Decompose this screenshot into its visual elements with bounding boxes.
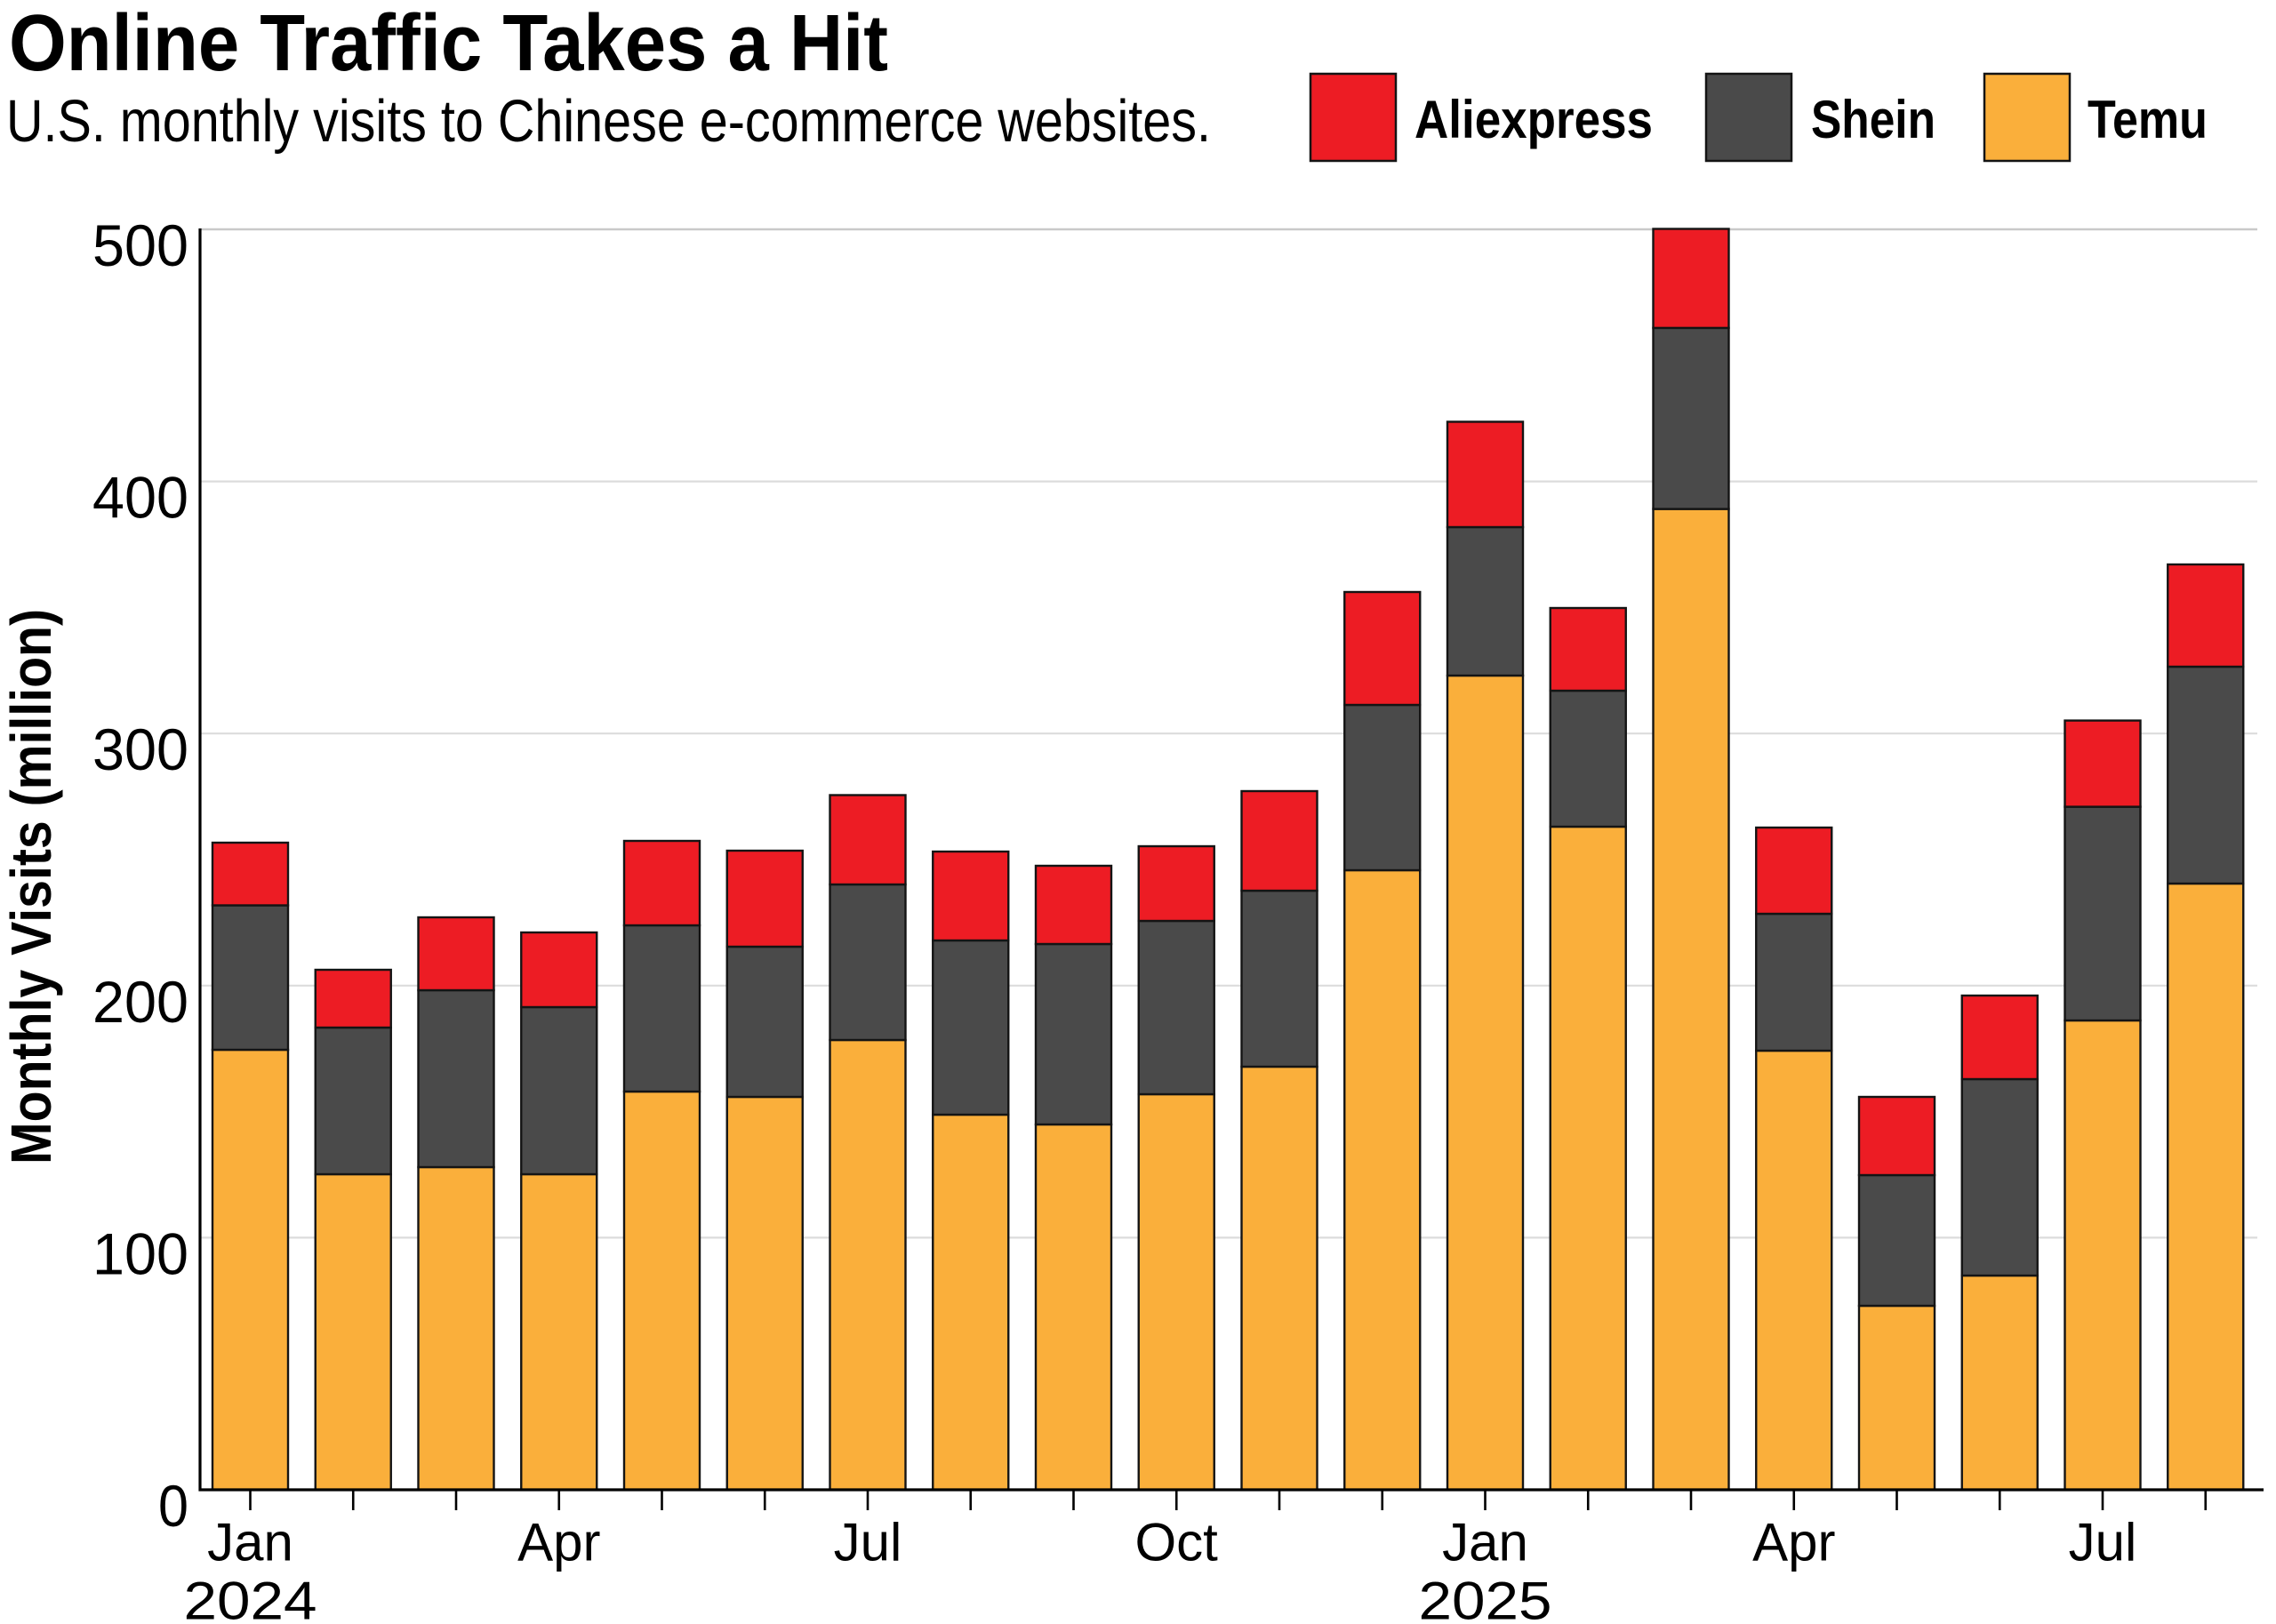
svg-text:400: 400 (92, 465, 188, 531)
svg-text:Temu: Temu (2088, 90, 2208, 149)
svg-text:Aliexpress: Aliexpress (1414, 90, 1653, 149)
svg-text:Shein: Shein (1811, 90, 1935, 149)
svg-text:2024: 2024 (184, 1572, 317, 1624)
svg-text:0: 0 (158, 1473, 188, 1539)
svg-text:U.S. monthly visits to Chinese: U.S. monthly visits to Chinese e-commerc… (6, 88, 1211, 155)
svg-text:Jul: Jul (2069, 1513, 2137, 1572)
svg-text:300: 300 (92, 716, 188, 782)
svg-text:200: 200 (92, 969, 188, 1035)
svg-text:Apr: Apr (517, 1513, 600, 1572)
svg-text:100: 100 (92, 1220, 188, 1286)
svg-text:2025: 2025 (1419, 1572, 1552, 1624)
svg-text:Monthly Visits (million): Monthly Visits (million) (0, 609, 63, 1164)
svg-text:500: 500 (92, 212, 188, 278)
svg-text:Jan: Jan (1442, 1513, 1528, 1572)
svg-text:Online Traffic Takes a Hit: Online Traffic Takes a Hit (9, 0, 888, 88)
svg-text:Jul: Jul (834, 1513, 902, 1572)
svg-text:Apr: Apr (1752, 1513, 1835, 1572)
svg-text:Jan: Jan (207, 1513, 293, 1572)
svg-text:Oct: Oct (1135, 1513, 1219, 1572)
